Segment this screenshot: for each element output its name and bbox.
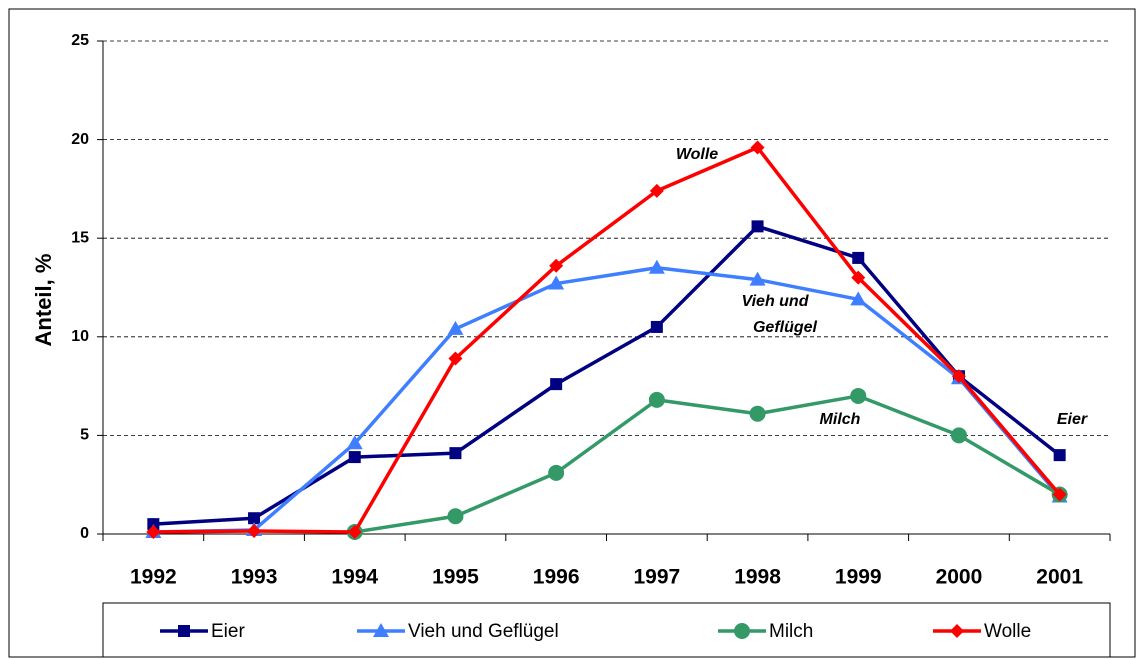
marker <box>648 259 665 274</box>
y-tick-label: 25 <box>71 32 89 49</box>
y-tick-label: 0 <box>80 525 89 542</box>
series-line <box>354 394 1061 534</box>
legend-label: Vieh und Geflügel <box>408 621 559 642</box>
marker <box>548 464 565 481</box>
marker <box>852 251 865 264</box>
legend-label: Eier <box>211 621 245 642</box>
marker <box>146 525 161 540</box>
x-tick-label: 1994 <box>331 566 378 589</box>
marker <box>750 140 765 155</box>
legend-label: Wolle <box>984 621 1031 642</box>
marker <box>248 512 261 525</box>
marker <box>850 387 867 404</box>
x-tick-label: 1998 <box>734 566 781 589</box>
marker <box>348 451 361 464</box>
marker <box>447 508 464 525</box>
marker <box>749 405 766 422</box>
marker <box>550 378 563 391</box>
marker <box>950 427 967 444</box>
marker <box>1053 449 1066 462</box>
x-tick-label: 1999 <box>835 566 882 589</box>
marker <box>449 447 462 460</box>
chart-border <box>8 8 1136 658</box>
annotation: Vieh und <box>742 293 810 310</box>
x-tick-label: 2000 <box>936 566 983 589</box>
legend-marker <box>950 624 964 638</box>
y-axis-label: Anteil, % <box>31 254 56 347</box>
y-tick-label: 5 <box>80 427 89 444</box>
y-tick-label: 10 <box>71 328 89 345</box>
marker <box>346 435 363 450</box>
marker <box>851 270 866 285</box>
x-tick-label: 1992 <box>130 566 177 589</box>
y-tick-label: 20 <box>71 131 89 148</box>
annotation: Milch <box>820 411 861 428</box>
legend-marker <box>178 625 190 637</box>
marker <box>751 220 764 233</box>
marker <box>749 271 766 286</box>
x-tick-label: 1997 <box>633 566 680 589</box>
x-tick-label: 2001 <box>1036 566 1083 589</box>
x-tick-label: 1995 <box>432 566 479 589</box>
y-tick-label: 15 <box>71 229 89 246</box>
marker <box>548 275 565 290</box>
series-line <box>153 266 1061 534</box>
marker <box>951 369 966 384</box>
legend-label: Milch <box>769 621 813 642</box>
series-line <box>153 145 1061 534</box>
marker <box>648 391 665 408</box>
marker <box>447 320 464 335</box>
marker <box>1052 487 1067 502</box>
annotation: Eier <box>1057 411 1088 428</box>
marker <box>247 524 262 539</box>
marker <box>850 291 867 306</box>
legend-marker <box>373 623 389 637</box>
marker <box>650 320 663 333</box>
marker <box>347 525 362 540</box>
legend-marker <box>734 623 750 639</box>
annotation: Geflügel <box>753 319 818 336</box>
marker <box>649 183 664 198</box>
x-tick-label: 1993 <box>231 566 278 589</box>
x-tick-label: 1996 <box>533 566 580 589</box>
marker <box>448 351 463 366</box>
marker <box>549 258 564 273</box>
annotation: Wolle <box>676 146 718 163</box>
